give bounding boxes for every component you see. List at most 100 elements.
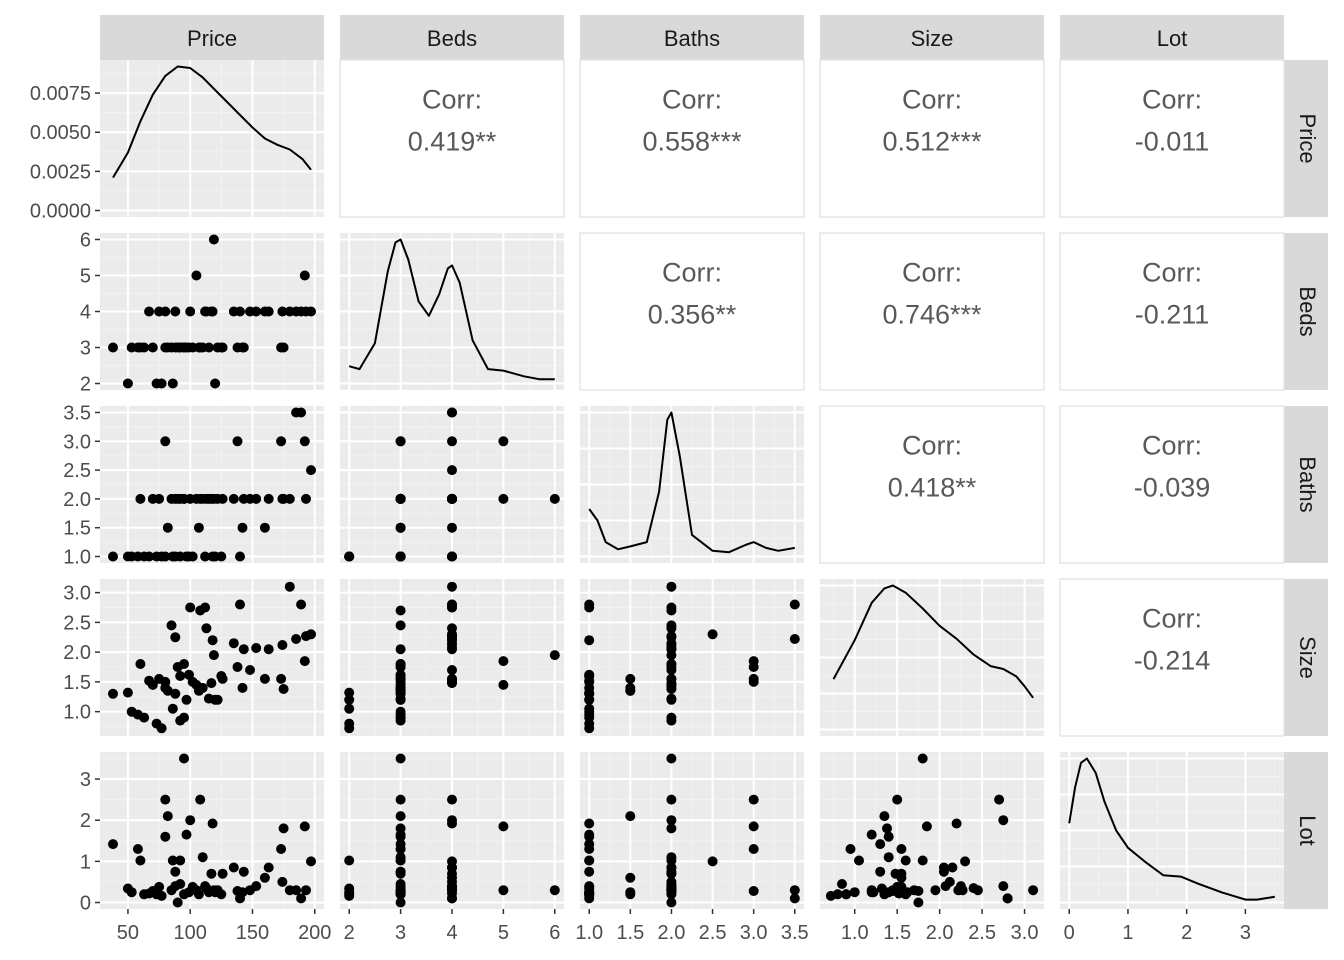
x-tick-label-beds: 4 <box>446 922 457 944</box>
x-tick-label-beds: 5 <box>498 922 509 944</box>
data-point <box>447 551 457 562</box>
data-point <box>625 682 636 693</box>
data-point <box>947 862 958 873</box>
strip-right-lot <box>1284 752 1328 909</box>
data-point <box>395 753 406 764</box>
data-point <box>263 493 274 504</box>
scatter-panel-lot-vs-price <box>100 752 324 909</box>
x-tick-label-lot: 0 <box>1064 922 1075 944</box>
strip-right-size <box>1284 579 1328 736</box>
data-point <box>179 712 189 723</box>
data-point <box>238 866 249 877</box>
data-point <box>259 673 270 684</box>
corr-label: Corr: <box>1142 258 1202 288</box>
data-point <box>251 643 262 653</box>
data-point <box>789 885 800 896</box>
data-point <box>498 436 509 447</box>
strip-right-label-lot: Lot <box>1295 815 1320 846</box>
data-point <box>447 818 457 829</box>
data-point <box>301 493 311 504</box>
strip-right-baths <box>1284 406 1328 563</box>
strip-top-price <box>100 15 324 60</box>
data-point <box>666 605 677 616</box>
data-point <box>845 844 856 854</box>
data-point <box>875 866 886 877</box>
data-point <box>197 852 208 863</box>
strip-top-label-price: Price <box>187 26 237 51</box>
data-point <box>395 522 406 533</box>
data-point <box>160 306 171 317</box>
data-point <box>395 712 406 723</box>
data-point <box>666 712 677 723</box>
data-point <box>666 852 677 863</box>
data-point <box>344 723 355 734</box>
data-point <box>238 342 249 353</box>
corr-label: Corr: <box>1142 604 1202 634</box>
y-tick-label-size: 2.5 <box>63 612 91 634</box>
data-point <box>139 342 150 353</box>
data-point <box>217 342 228 353</box>
strip-top-size <box>820 15 1044 60</box>
data-point <box>179 659 189 669</box>
data-point <box>584 818 595 829</box>
data-point <box>498 656 509 667</box>
y-tick-label-baths: 1.5 <box>63 518 91 540</box>
data-point <box>395 852 406 863</box>
data-point <box>206 868 217 879</box>
corr-value: -0.211 <box>1135 300 1210 330</box>
data-point <box>549 650 560 661</box>
data-point <box>666 581 677 592</box>
strip-top-label-baths: Baths <box>664 26 720 51</box>
data-point <box>666 794 677 805</box>
data-point <box>232 662 243 672</box>
y-tick-label-lot: 2 <box>80 810 91 832</box>
corr-label: Corr: <box>902 85 962 115</box>
corr-value: 0.419** <box>408 127 497 157</box>
data-point <box>957 885 968 896</box>
data-point <box>245 665 255 675</box>
y-tick-label-beds: 6 <box>80 229 91 251</box>
data-point <box>172 897 183 908</box>
data-point <box>841 889 852 900</box>
data-point <box>447 794 457 805</box>
data-point <box>277 640 288 650</box>
data-point <box>666 876 677 887</box>
data-point <box>584 599 595 610</box>
data-point <box>883 852 894 863</box>
corr-value: -0.039 <box>1134 473 1211 503</box>
scatter-panel-beds-vs-price <box>100 233 324 390</box>
data-point <box>259 872 270 883</box>
x-tick-label-lot: 2 <box>1181 922 1192 944</box>
data-point <box>789 634 800 644</box>
data-point <box>144 306 155 317</box>
data-point <box>666 640 677 650</box>
data-point <box>278 823 289 834</box>
data-point <box>447 465 457 476</box>
data-point <box>167 378 178 389</box>
data-point <box>235 306 245 317</box>
data-point <box>203 342 214 353</box>
corr-panel-beds-baths: Corr: 0.356** <box>579 232 805 391</box>
data-point <box>160 794 171 805</box>
data-point <box>951 818 962 829</box>
strip-top-beds <box>340 15 564 60</box>
data-point <box>666 694 677 705</box>
data-point <box>395 644 406 655</box>
data-point <box>217 868 228 879</box>
data-point <box>200 551 211 562</box>
data-point <box>447 522 457 533</box>
data-point <box>162 685 173 696</box>
data-point <box>162 522 173 533</box>
data-point <box>748 844 759 854</box>
strip-right-label-price: Price <box>1295 113 1320 163</box>
data-point <box>276 436 287 447</box>
strip-right-beds <box>1284 233 1328 390</box>
scatter-panel-baths-vs-price <box>100 406 324 563</box>
x-tick-label-baths: 1.0 <box>575 922 603 944</box>
data-point <box>395 887 406 898</box>
data-point <box>238 644 249 655</box>
data-point <box>849 887 860 898</box>
strip-top-label-size: Size <box>911 26 954 51</box>
data-point <box>447 581 457 592</box>
data-point <box>900 889 911 900</box>
